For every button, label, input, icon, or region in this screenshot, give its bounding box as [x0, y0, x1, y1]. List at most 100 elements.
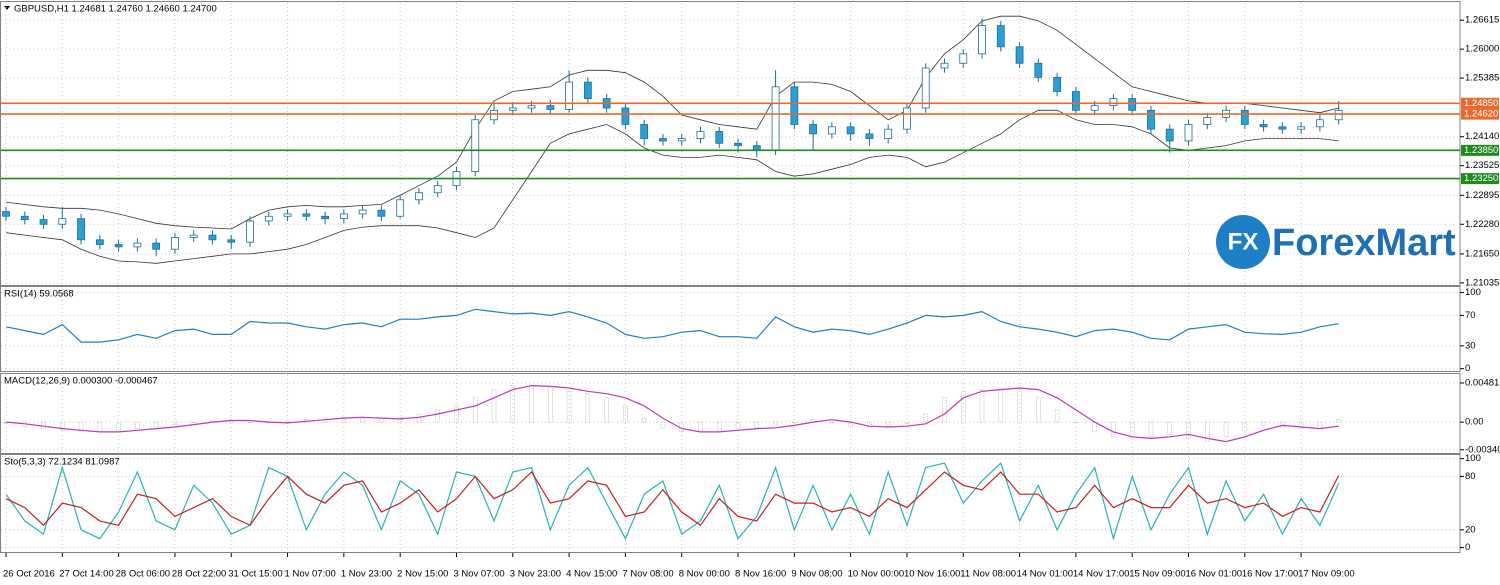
logo-text: ForexMart: [1272, 222, 1456, 264]
histogram-bar: [1036, 397, 1041, 423]
candle-body: [583, 81, 592, 99]
histogram-bar: [247, 421, 253, 423]
x-tick-label: 26 Oct 2016: [3, 569, 55, 580]
x-tick-label: 16 Nov 01:00: [1186, 569, 1243, 580]
indicator-line: [5, 471, 1340, 527]
indicator-line: [5, 308, 1339, 343]
histogram-bar: [1242, 421, 1248, 431]
candle-body: [264, 215, 273, 222]
candle-body: [546, 105, 555, 110]
x-tick-label: 8 Nov 00:00: [679, 569, 730, 580]
histogram-bar: [735, 421, 741, 429]
x-tick-label: 14 Nov 17:00: [1073, 569, 1130, 580]
x-tick-label: 4 Nov 15:00: [566, 569, 617, 580]
logo: FX ForexMart: [1216, 215, 1456, 269]
histogram-bar: [1223, 421, 1229, 438]
histogram-bar: [548, 387, 553, 423]
histogram-bar: [116, 421, 121, 431]
candle-body: [940, 62, 949, 69]
candle-body: [321, 215, 329, 220]
x-tick-label: 3 Nov 07:00: [453, 569, 504, 580]
candle-body: [189, 234, 198, 238]
candle-body: [1334, 109, 1343, 121]
histogram-bar: [491, 389, 497, 423]
y-tick-label: 1.21650: [1465, 248, 1499, 259]
logo-icon: FX: [1228, 228, 1259, 255]
histogram-bar: [1298, 421, 1304, 429]
candle-body: [1165, 128, 1174, 142]
candle-body: [358, 209, 367, 215]
candle-body: [77, 218, 85, 241]
candle-body: [621, 107, 630, 125]
histogram-bar: [41, 421, 46, 429]
y-tick-label: 1.23525: [1465, 160, 1499, 171]
histogram-bar: [285, 421, 290, 423]
histogram-bar: [604, 397, 609, 423]
x-tick-label: 31 Oct 15:00: [228, 569, 282, 580]
histogram-bar: [153, 421, 159, 428]
candle-body: [339, 213, 348, 220]
candle-body: [827, 126, 836, 135]
candle-body: [377, 209, 386, 217]
x-tick-label: 14 Nov 01:00: [1017, 569, 1074, 580]
histogram-bar: [1186, 421, 1191, 439]
histogram-bar: [998, 387, 1004, 423]
candle-body: [152, 242, 161, 250]
x-tick-label: 3 Nov 23:00: [510, 569, 561, 580]
histogram-bar: [1129, 421, 1135, 439]
histogram-bar: [172, 421, 178, 425]
candle-body: [734, 142, 742, 147]
candle-body: [884, 128, 893, 139]
histogram-bar: [1073, 421, 1079, 423]
candle-body: [302, 213, 311, 217]
candle-body: [396, 199, 405, 217]
histogram-bar: [979, 389, 985, 423]
level-tag: [1461, 108, 1499, 120]
histogram-bar: [435, 409, 441, 423]
candle-body: [959, 53, 968, 64]
logo-badge: [1216, 215, 1270, 269]
candle-body: [415, 192, 423, 201]
candle-body: [1297, 126, 1306, 130]
candle-body: [433, 185, 442, 194]
y-tick-label: 1.26615: [1465, 15, 1499, 26]
x-tick-label: 1 Nov 23:00: [341, 569, 392, 580]
histogram-bar: [304, 419, 309, 423]
histogram-bar: [698, 421, 703, 433]
candle-body: [1203, 117, 1212, 125]
histogram-bar: [566, 390, 572, 423]
histogram-bar: [1111, 421, 1116, 438]
x-tick-label: 8 Nov 16:00: [735, 569, 786, 580]
x-tick-label: 9 Nov 08:00: [791, 569, 842, 580]
candle-body: [1109, 98, 1118, 107]
indicator-line: [5, 462, 1340, 541]
candle-body: [1147, 109, 1155, 130]
candle-body: [2, 211, 10, 217]
level-label: 1.23250: [1464, 173, 1498, 184]
histogram-bar: [1204, 421, 1210, 442]
x-tick-label: 10 Nov 00:00: [848, 569, 905, 580]
y-tick-label: 1.25385: [1465, 73, 1499, 84]
y-tick-label: 100: [1465, 287, 1481, 298]
candle-body: [790, 86, 799, 125]
y-tick-label: 20: [1465, 524, 1476, 535]
candle-body: [471, 119, 480, 172]
candle-body: [1316, 119, 1324, 128]
candle-body: [677, 138, 686, 142]
candle-body: [208, 234, 217, 241]
histogram-bar: [1336, 419, 1341, 423]
histogram-bar: [867, 421, 872, 428]
candle-body: [490, 109, 498, 121]
histogram-bar: [472, 397, 478, 423]
histogram-bar: [585, 393, 591, 423]
candle-body: [171, 237, 179, 250]
histogram-bar: [829, 421, 835, 423]
candle-body: [1053, 76, 1062, 92]
level-tag: [1461, 97, 1499, 109]
candle-body: [640, 124, 649, 139]
x-tick-label: 28 Oct 06:00: [116, 569, 170, 580]
histogram-bar: [135, 421, 140, 429]
candle-body: [1015, 46, 1024, 64]
histogram-bar: [792, 421, 797, 423]
candle-body: [20, 215, 29, 220]
